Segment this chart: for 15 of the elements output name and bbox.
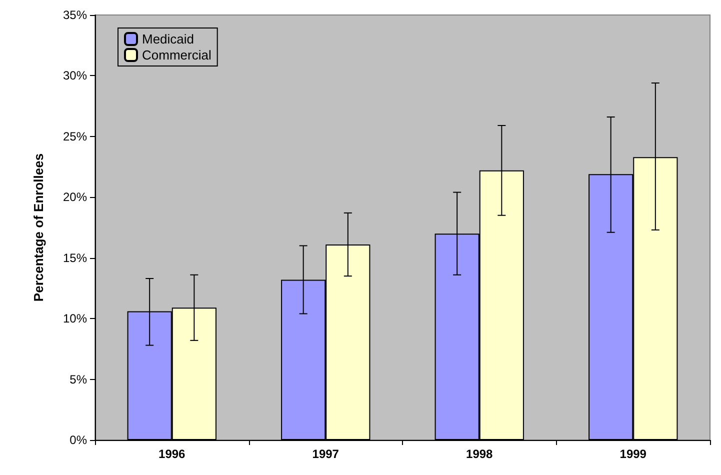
y-tick-label: 0% (70, 433, 88, 447)
x-tick-label: 1997 (312, 447, 340, 461)
y-tick-label: 30% (62, 68, 88, 83)
y-tick-label: 15% (62, 250, 88, 265)
x-tick-label: 1996 (158, 447, 186, 461)
x-tick-label: 1999 (620, 447, 647, 461)
y-tick-label: 20% (62, 190, 88, 204)
y-tick-label: 5% (70, 372, 88, 386)
legend-label: Medicaid (142, 32, 194, 46)
y-axis-title: Percentage of Enrollees (31, 153, 46, 302)
y-tick-label: 10% (62, 312, 88, 326)
y-tick-label: 25% (62, 129, 88, 144)
x-tick-label: 1998 (466, 447, 494, 461)
y-tick-label: 35% (62, 8, 88, 22)
legend-label: Commercial (142, 48, 212, 62)
